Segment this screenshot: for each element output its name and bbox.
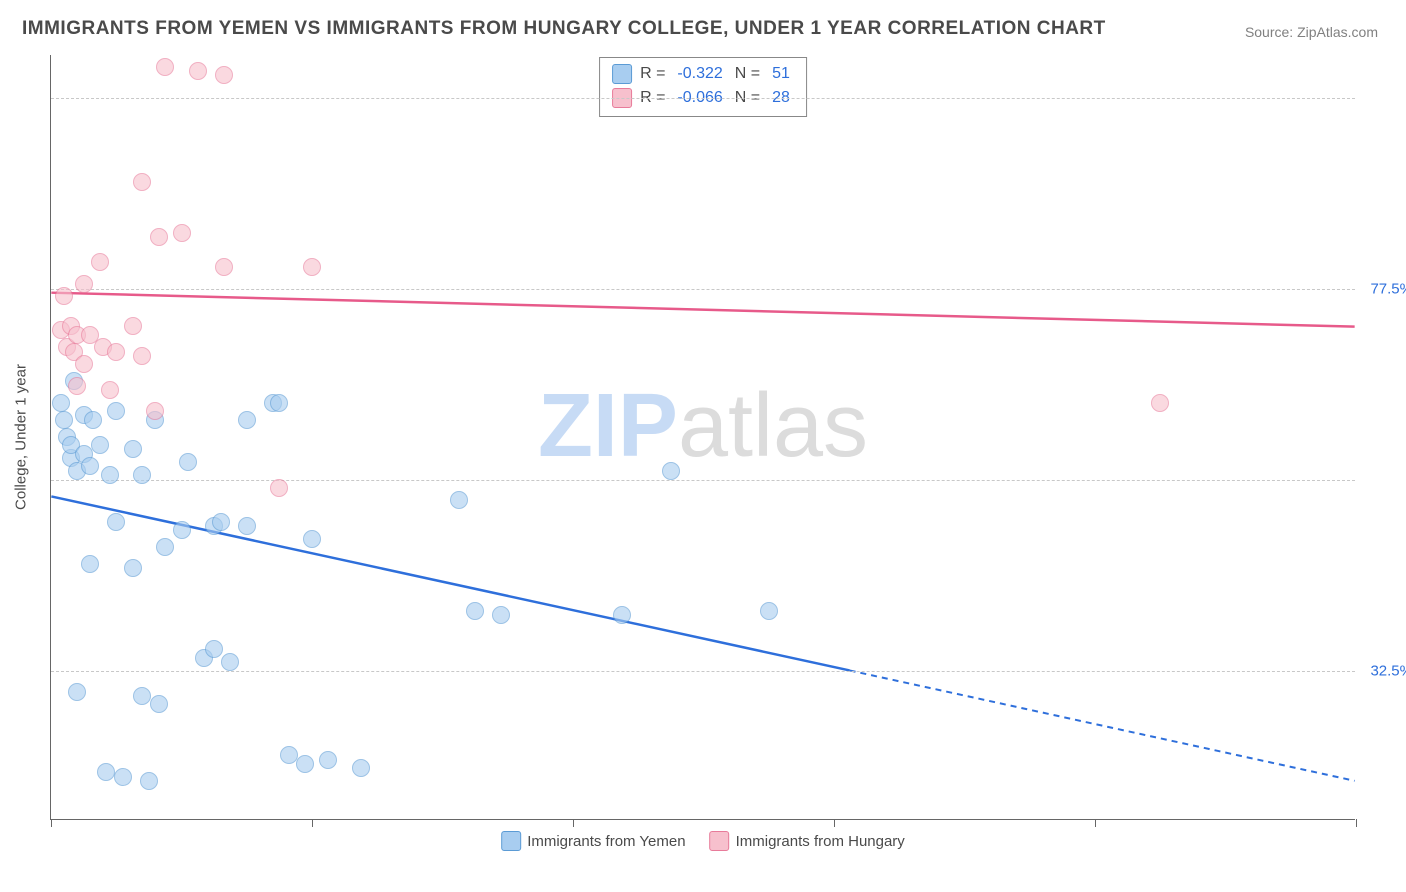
point-yemen <box>140 772 158 790</box>
gridline <box>51 671 1355 672</box>
point-hungary <box>173 224 191 242</box>
point-hungary <box>133 347 151 365</box>
point-hungary <box>101 381 119 399</box>
x-tick <box>834 819 835 827</box>
y-tick-label: 77.5% <box>1370 280 1406 297</box>
point-hungary <box>124 317 142 335</box>
point-yemen <box>91 436 109 454</box>
y-axis-title: College, Under 1 year <box>13 364 30 510</box>
point-hungary <box>156 58 174 76</box>
point-hungary <box>68 377 86 395</box>
point-yemen <box>662 462 680 480</box>
point-hungary <box>303 258 321 276</box>
point-yemen <box>52 394 70 412</box>
gridline <box>51 289 1355 290</box>
chart-title: IMMIGRANTS FROM YEMEN VS IMMIGRANTS FROM… <box>22 18 1106 40</box>
point-yemen <box>280 746 298 764</box>
source-label: Source: ZipAtlas.com <box>1245 24 1378 40</box>
n-value-yemen: 51 <box>772 62 790 86</box>
r-value-yemen: -0.322 <box>677 62 722 86</box>
point-yemen <box>68 683 86 701</box>
point-yemen <box>760 602 778 620</box>
gridline <box>51 480 1355 481</box>
point-yemen <box>238 411 256 429</box>
legend-stats-row-yemen: R = -0.322 N = 51 <box>612 62 794 86</box>
point-hungary <box>215 66 233 84</box>
point-yemen <box>124 559 142 577</box>
point-yemen <box>107 513 125 531</box>
point-hungary <box>1151 394 1169 412</box>
point-yemen <box>81 555 99 573</box>
point-yemen <box>319 751 337 769</box>
swatch-hungary-bottom <box>710 831 730 851</box>
point-hungary <box>107 343 125 361</box>
legend-bottom: Immigrants from Yemen Immigrants from Hu… <box>501 831 905 851</box>
point-yemen <box>613 606 631 624</box>
trend-lines-layer <box>51 55 1355 819</box>
legend-stats-box: R = -0.322 N = 51 R = -0.066 N = 28 <box>599 57 807 117</box>
swatch-yemen-bottom <box>501 831 521 851</box>
point-yemen <box>450 491 468 509</box>
x-tick <box>1095 819 1096 827</box>
point-hungary <box>55 287 73 305</box>
point-hungary <box>189 62 207 80</box>
point-hungary <box>146 402 164 420</box>
trend-line-extrapolated <box>850 670 1355 780</box>
point-hungary <box>150 228 168 246</box>
trend-line-yemen <box>51 496 849 670</box>
x-tick <box>312 819 313 827</box>
series-name-yemen: Immigrants from Yemen <box>527 833 685 850</box>
point-yemen <box>114 768 132 786</box>
point-yemen <box>296 755 314 773</box>
point-yemen <box>97 763 115 781</box>
n-label: N = <box>735 62 760 86</box>
point-yemen <box>101 466 119 484</box>
point-yemen <box>150 695 168 713</box>
point-yemen <box>270 394 288 412</box>
point-yemen <box>133 687 151 705</box>
y-tick-label: 32.5% <box>1370 663 1406 680</box>
trend-line-hungary <box>51 293 1354 327</box>
x-tick <box>51 819 52 827</box>
r-label: R = <box>640 62 665 86</box>
point-yemen <box>212 513 230 531</box>
point-yemen <box>156 538 174 556</box>
point-yemen <box>84 411 102 429</box>
legend-item-yemen: Immigrants from Yemen <box>501 831 685 851</box>
point-hungary <box>270 479 288 497</box>
point-yemen <box>303 530 321 548</box>
plot-area: ZIPatlas College, Under 1 year R = -0.32… <box>50 55 1355 820</box>
point-yemen <box>466 602 484 620</box>
point-yemen <box>55 411 73 429</box>
point-yemen <box>173 521 191 539</box>
x-tick <box>573 819 574 827</box>
point-yemen <box>179 453 197 471</box>
gridline <box>51 98 1355 99</box>
point-yemen <box>205 640 223 658</box>
legend-item-hungary: Immigrants from Hungary <box>710 831 905 851</box>
point-yemen <box>81 457 99 475</box>
point-hungary <box>91 253 109 271</box>
swatch-yemen <box>612 64 632 84</box>
point-yemen <box>221 653 239 671</box>
point-yemen <box>238 517 256 535</box>
series-name-hungary: Immigrants from Hungary <box>736 833 905 850</box>
x-tick <box>1356 819 1357 827</box>
point-hungary <box>75 355 93 373</box>
point-yemen <box>124 440 142 458</box>
point-yemen <box>133 466 151 484</box>
point-hungary <box>133 173 151 191</box>
point-yemen <box>107 402 125 420</box>
point-yemen <box>352 759 370 777</box>
point-hungary <box>215 258 233 276</box>
point-hungary <box>75 275 93 293</box>
chart-container: IMMIGRANTS FROM YEMEN VS IMMIGRANTS FROM… <box>0 0 1406 892</box>
point-yemen <box>492 606 510 624</box>
